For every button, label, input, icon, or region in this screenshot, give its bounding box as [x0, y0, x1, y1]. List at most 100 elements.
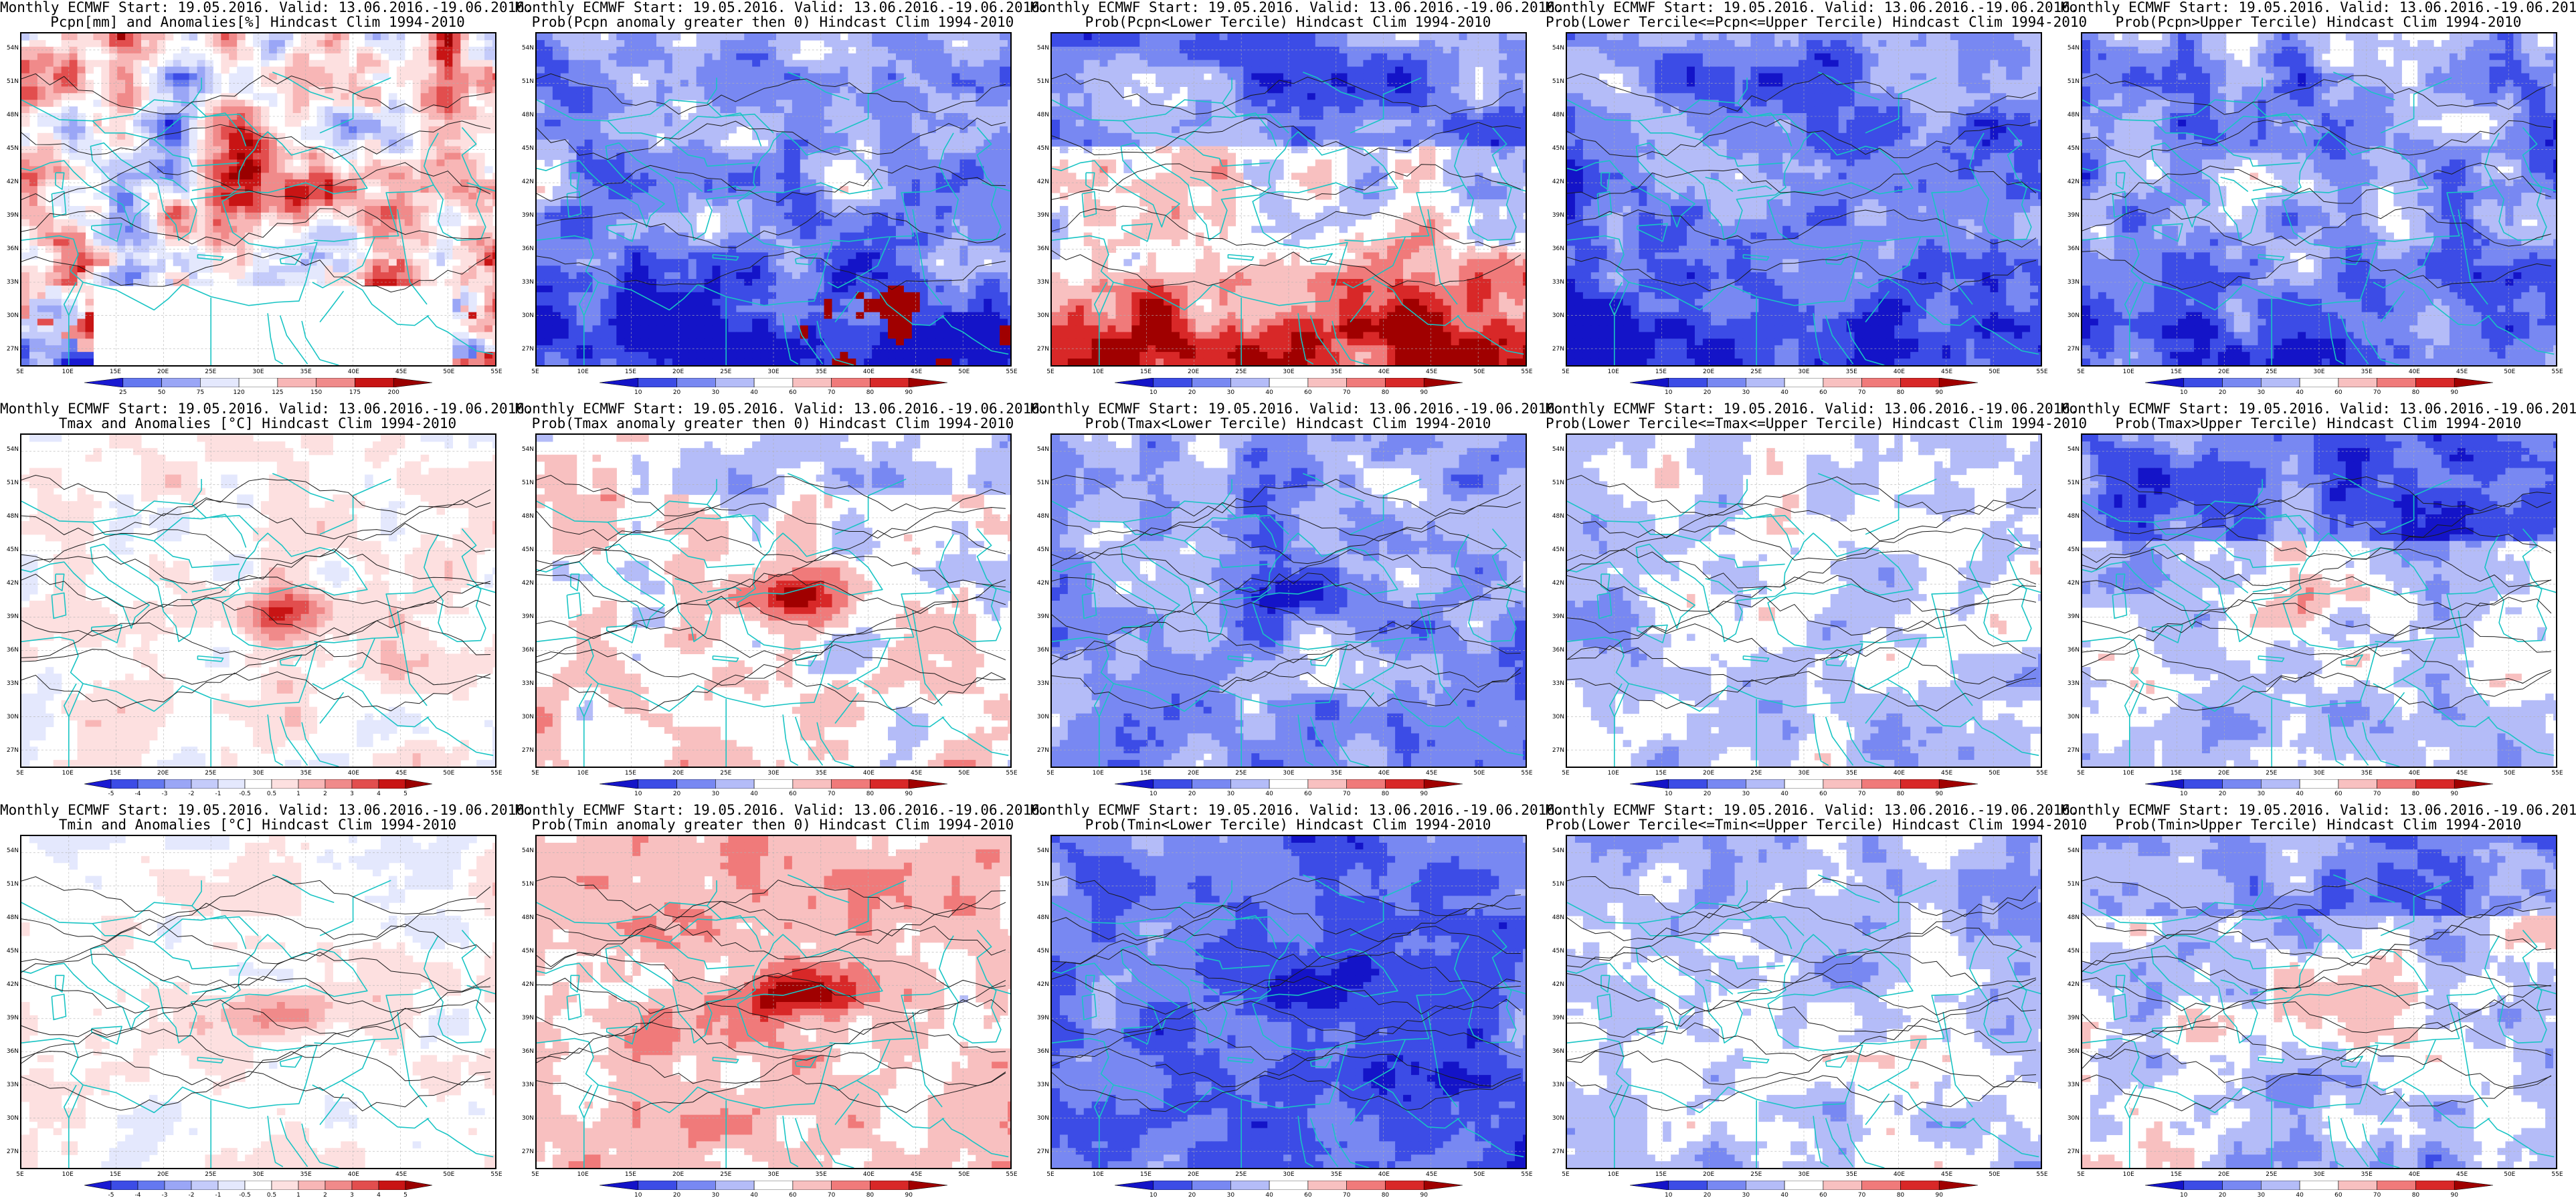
lat-tick-label: 30N [2065, 312, 2080, 319]
lon-tick-label: 15E [1655, 369, 1667, 375]
shaded-field [1567, 435, 2041, 767]
coastlines [2082, 874, 2556, 1168]
colorbar-label: 90 [905, 389, 912, 396]
contour-lines [537, 474, 1006, 712]
lon-tick-label: 45E [2456, 1171, 2468, 1178]
lon-tick-label: 10E [62, 369, 74, 375]
contour-lines [537, 73, 1006, 290]
colorbar-label: 70 [2373, 1192, 2381, 1199]
colorbar-swatch [325, 1181, 353, 1190]
lon-tick-label: 30E [1283, 369, 1294, 375]
colorbar-swatch [1861, 779, 1901, 789]
lat-tick-label: 51N [1550, 480, 1564, 486]
lon-tick-label: 50E [1473, 369, 1485, 375]
lat-tick-label: 51N [4, 480, 19, 486]
colorbar-swatch [638, 779, 677, 789]
colorbar-label: 90 [2450, 791, 2458, 797]
lon-tick-label: 10E [62, 1171, 74, 1178]
colorbar-swatch [298, 1181, 326, 1190]
lat-tick-label: 48N [2065, 112, 2080, 118]
lon-tick-label: 55E [2036, 770, 2047, 777]
lon-tick-label: 40E [348, 369, 359, 375]
colorbar-swatch [2338, 779, 2377, 789]
lon-tick-label: 55E [490, 770, 502, 777]
map-area [20, 32, 496, 367]
colorbar-swatch [1668, 378, 1708, 387]
coastlines [21, 473, 495, 767]
colorbar-label: 10 [1149, 791, 1157, 797]
lat-tick-label: 45N [1034, 145, 1049, 152]
colorbar-swatch [1192, 378, 1231, 387]
colorbar-swatch [1746, 378, 1785, 387]
colorbar-swatch [831, 378, 870, 387]
lon-tick-label: 5E [531, 770, 539, 777]
colorbar-label: 10 [2180, 1192, 2187, 1199]
lat-tick-label: 45N [4, 948, 19, 955]
colorbar-label: 10 [1665, 389, 1672, 396]
lon-tick-label: 20E [157, 770, 169, 777]
colorbar-swatch [2415, 378, 2455, 387]
colorbar-label: 30 [2258, 791, 2265, 797]
lat-tick-label: 27N [2065, 346, 2080, 353]
colorbar-swatch [2183, 779, 2223, 789]
lat-tick-label: 45N [1034, 546, 1049, 553]
lat-tick-label: 54N [1550, 446, 1564, 453]
colorbar-swatch [238, 378, 278, 387]
lon-tick-label: 50E [2504, 770, 2515, 777]
colorbar-swatch [161, 378, 201, 387]
lat-tick-label: 27N [4, 1148, 19, 1155]
map-area [1050, 433, 1527, 768]
colorbar-swatch [1784, 1181, 1824, 1190]
lon-tick-label: 15E [2171, 369, 2182, 375]
colorbar-label: 10 [2180, 791, 2187, 797]
lat-tick-label: 30N [1034, 714, 1049, 720]
colorbar-swatch [1269, 779, 1309, 789]
lon-tick-label: 25E [205, 1171, 216, 1178]
colorbar-swatch [908, 378, 947, 387]
lon-tick-label: 25E [720, 369, 731, 375]
lat-tick-label: 48N [519, 914, 534, 921]
lon-tick-label: 5E [2077, 1171, 2084, 1178]
colorbar-swatch [1115, 1181, 1154, 1190]
colorbar-swatch [2377, 779, 2416, 789]
colorbar-swatch [715, 779, 755, 789]
colorbar-label: 40 [750, 389, 757, 396]
colorbar-label: -0.5 [239, 791, 251, 797]
colorbar [600, 1181, 947, 1190]
colorbar-label: 70 [2373, 389, 2381, 396]
lat-tick-label: 54N [519, 45, 534, 52]
lon-tick-label: 5E [1046, 770, 1054, 777]
lat-tick-label: 36N [519, 1048, 534, 1055]
graticule [537, 836, 1010, 1168]
lon-tick-label: 30E [252, 1171, 264, 1178]
colorbar-label: -2 [189, 791, 195, 797]
lon-tick-label: 40E [348, 1171, 359, 1178]
lon-tick-label: 40E [1378, 1171, 1390, 1178]
lat-tick-label: 30N [1034, 1115, 1049, 1122]
colorbar-label: 70 [828, 1192, 835, 1199]
lat-tick-label: 39N [1550, 212, 1564, 219]
lat-tick-label: 36N [2065, 647, 2080, 654]
colorbar-swatch [277, 378, 316, 387]
lon-tick-label: 55E [1006, 770, 1017, 777]
map-panel: Monthly ECMWF Start: 19.05.2016. Valid: … [1030, 0, 1564, 401]
colorbar-label: 2 [323, 791, 327, 797]
colorbar-swatch [137, 1181, 165, 1190]
lon-tick-label: 5E [2077, 770, 2084, 777]
colorbar-label: 20 [673, 1192, 680, 1199]
colorbar-label: 60 [2334, 791, 2342, 797]
colorbar-label: -4 [135, 791, 141, 797]
colorbar-swatch [676, 378, 716, 387]
colorbar-label: 80 [1382, 389, 1389, 396]
colorbar-swatch [316, 378, 355, 387]
coastlines [1052, 473, 1526, 767]
lat-tick-label: 42N [519, 179, 534, 185]
colorbar-label: 40 [1780, 1192, 1788, 1199]
map-area [1566, 433, 2042, 768]
lat-tick-label: 54N [2065, 446, 2080, 453]
lat-tick-label: 54N [2065, 847, 2080, 854]
colorbar-swatch [1630, 1181, 1669, 1190]
lon-tick-label: 10E [2123, 770, 2134, 777]
panel-title: Prob(Lower Tercile<=Tmin<=Upper Tercile)… [1546, 817, 2087, 832]
lat-tick-label: 30N [2065, 714, 2080, 720]
